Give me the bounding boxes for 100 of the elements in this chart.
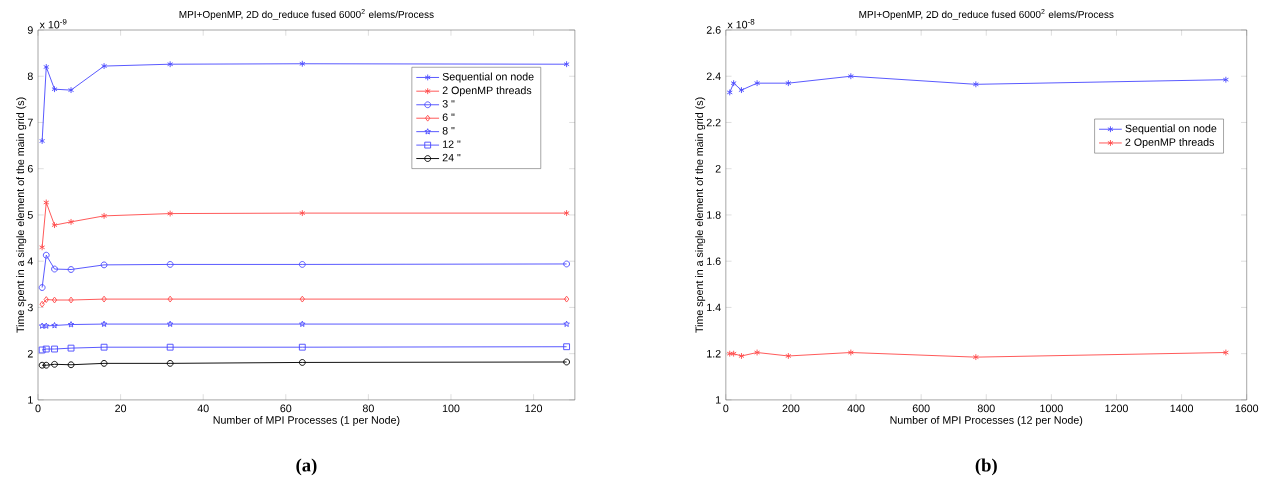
y-tick-label: 2 — [715, 165, 721, 173]
point — [847, 349, 854, 356]
y-tick-label: 1.4 — [707, 303, 721, 312]
x-tick-label: 120 — [525, 404, 543, 413]
legend-label: 8 " — [442, 127, 455, 135]
y-tick-label: 2.6 — [706, 26, 721, 34]
point — [51, 322, 58, 329]
point — [42, 251, 50, 259]
text: (b) — [975, 458, 997, 476]
point — [785, 352, 792, 360]
point — [39, 300, 45, 308]
point — [67, 266, 75, 273]
point — [101, 295, 107, 303]
point — [68, 218, 75, 226]
x-tick-label: 1600 — [1235, 404, 1259, 413]
y-tick-label: 8 — [27, 72, 33, 81]
x-tick-label: 200 — [782, 404, 800, 413]
point — [166, 360, 174, 367]
y-tick-label: 4 — [27, 257, 33, 265]
x-tick-label: 20 — [115, 404, 127, 413]
point — [51, 265, 58, 273]
point — [51, 345, 58, 353]
y-axis-title: Time spent in a single element of the main grid (s) — [695, 97, 706, 333]
point — [167, 295, 173, 303]
point — [38, 322, 46, 329]
point — [39, 137, 46, 145]
x-tick-label: 400 — [847, 404, 865, 413]
x-axis-title: Number of MPI Processes (12 per Node) — [890, 416, 1083, 426]
legend-label: Sequential on node — [1125, 124, 1217, 135]
x-tick-label: 100 — [442, 404, 460, 413]
x-tick-label: 600 — [912, 404, 930, 413]
point — [167, 60, 174, 68]
point — [847, 72, 854, 80]
point — [51, 296, 58, 304]
point — [298, 359, 306, 366]
point — [51, 221, 58, 229]
y-tick-label: 1 — [28, 396, 33, 404]
point — [738, 352, 745, 360]
point — [563, 295, 570, 303]
x-tick-label: 60 — [280, 404, 292, 413]
x-tick-label: 0 — [723, 404, 729, 413]
y-tick-label: 1.2 — [707, 350, 721, 358]
point — [166, 343, 174, 351]
point — [785, 79, 792, 87]
text: (a) — [296, 458, 317, 476]
x-tick-label: 80 — [362, 404, 374, 413]
y-tick-label: 2.2 — [706, 118, 721, 127]
point — [166, 261, 174, 268]
point — [43, 199, 50, 206]
legend-label: 6 " — [442, 113, 455, 122]
point — [972, 80, 979, 88]
point — [167, 210, 174, 218]
x-tick-label: 0 — [35, 404, 41, 413]
chart-title: MPI+OpenMP, 2D do_reduce fused 6000$^{2}$ elems/Process — [179, 9, 434, 21]
point — [299, 209, 306, 217]
x-tick-label: 1400 — [1170, 404, 1194, 413]
y-tick-label: 9 — [27, 26, 33, 34]
point — [42, 361, 50, 369]
point — [100, 261, 108, 269]
y-tick-label: 1.8 — [707, 211, 721, 219]
legend-label: 2 OpenMP threads — [1125, 138, 1215, 149]
point — [51, 85, 58, 93]
point — [67, 361, 75, 369]
point — [67, 344, 75, 352]
point — [563, 343, 571, 351]
point — [100, 360, 108, 367]
point — [51, 360, 58, 368]
point — [298, 261, 306, 268]
y-tick-label: 6 — [27, 165, 33, 173]
point — [68, 296, 74, 304]
point — [563, 320, 570, 327]
x-tick-label: 800 — [977, 404, 995, 413]
point — [67, 321, 75, 328]
point — [43, 296, 49, 304]
legend-label: 24 " — [442, 153, 461, 162]
y-tick-label: 5 — [27, 211, 33, 219]
point — [101, 62, 108, 70]
point — [100, 320, 108, 327]
legend-label: 2 OpenMP threads — [442, 86, 532, 97]
point — [166, 320, 174, 327]
chart-title: MPI+OpenMP, 2D do_reduce fused 6000$^{2}$ elems/Process — [859, 9, 1114, 21]
y-tick-label: 3 — [27, 303, 33, 312]
point — [299, 320, 306, 327]
point — [1222, 349, 1229, 356]
point — [754, 79, 761, 87]
y-tick-label: 2 — [27, 350, 33, 358]
text: x 10$^{-8}$ — [727, 19, 755, 29]
point — [299, 295, 305, 303]
point — [39, 243, 46, 251]
legend-label: 3 " — [442, 100, 455, 108]
x-axis-title: Number of MPI Processes (1 per Node) — [213, 416, 400, 426]
point — [43, 63, 50, 71]
point — [730, 79, 737, 87]
point — [100, 343, 108, 351]
point — [38, 346, 46, 354]
x-tick-label: 40 — [197, 404, 209, 413]
point — [101, 212, 108, 220]
y-axis-title: Time spent in a single element of the main grid (s) — [16, 97, 27, 333]
y-tick-label: 2.4 — [706, 72, 721, 81]
point — [43, 322, 50, 329]
